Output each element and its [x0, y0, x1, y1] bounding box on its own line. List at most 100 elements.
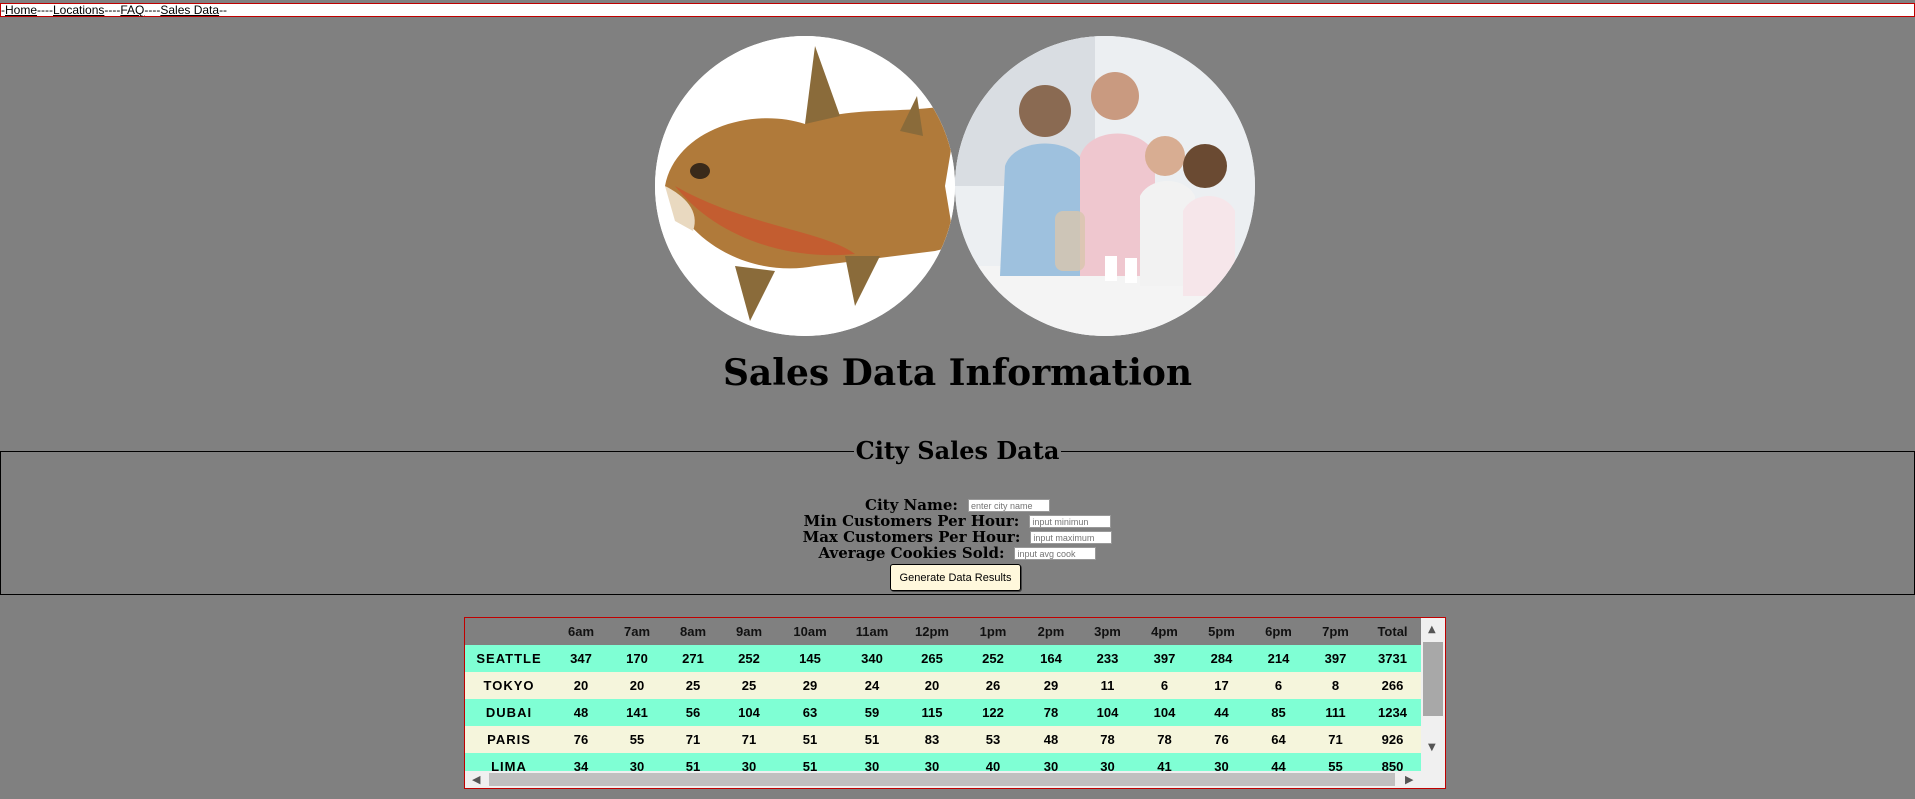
avg-cookies-input[interactable]: [1014, 547, 1097, 560]
table-header-cell: 10am: [793, 624, 827, 639]
table-cell: 55: [609, 726, 665, 753]
table-cell: 51: [777, 726, 843, 753]
scroll-down-icon[interactable]: ▼: [1428, 742, 1436, 753]
form-legend-text: City Sales Data: [853, 436, 1062, 465]
city-name-row: City Name:: [1, 497, 1914, 513]
table-cell: 71: [1307, 726, 1364, 753]
table-cell: 83: [901, 726, 963, 753]
table-row: TOKYO 20 20 25 25 29 24 20 26 29 11 6 17…: [465, 672, 1421, 699]
table-cell: 59: [843, 699, 901, 726]
nav-separator: ----: [144, 3, 161, 17]
nav-separator: --: [219, 3, 228, 17]
max-customers-label: Max Customers Per Hour:: [802, 528, 1021, 546]
sales-table: 6am 7am 8am 9am 10am 11am 12pm 1pm 2pm 3…: [465, 618, 1421, 780]
min-customers-input[interactable]: [1029, 515, 1112, 528]
table-cell-total: 266: [1364, 672, 1421, 699]
table-cell: 76: [1193, 726, 1250, 753]
table-cell: 6: [1136, 672, 1193, 699]
table-cell: 71: [721, 726, 777, 753]
table-cell: 122: [963, 699, 1023, 726]
table-cell-total: 3731: [1364, 645, 1421, 672]
city-name-label: City Name:: [865, 496, 958, 514]
vertical-scroll-thumb[interactable]: [1423, 642, 1443, 716]
table-header-cell: [465, 618, 553, 645]
nav-locations-link[interactable]: Locations: [53, 3, 105, 17]
table-cell: 64: [1250, 726, 1307, 753]
table-cell: 104: [721, 699, 777, 726]
table-cell: 48: [1023, 726, 1079, 753]
table-cell: 78: [1023, 699, 1079, 726]
top-nav: -Home----Locations----FAQ----Sales Data-…: [0, 3, 1915, 17]
nav-sales-data-link[interactable]: Sales Data: [160, 3, 220, 17]
table-cell: 145: [777, 645, 843, 672]
table-cell-total: 1234: [1364, 699, 1421, 726]
table-cell: 170: [609, 645, 665, 672]
table-header-cell: 6pm: [1265, 624, 1292, 639]
table-header-cell: 2pm: [1037, 624, 1065, 639]
table-cell: 8: [1307, 672, 1364, 699]
table-cell: 397: [1136, 645, 1193, 672]
sales-table-container[interactable]: 6am 7am 8am 9am 10am 11am 12pm 1pm 2pm 3…: [464, 617, 1446, 789]
scroll-left-icon[interactable]: ◀: [472, 773, 481, 786]
table-cell-city: PARIS: [465, 726, 553, 753]
nav-faq-link[interactable]: FAQ: [120, 3, 145, 17]
table-row: DUBAI 48 141 56 104 63 59 115 122 78 104…: [465, 699, 1421, 726]
table-cell: 29: [777, 672, 843, 699]
table-cell: 24: [843, 672, 901, 699]
table-cell: 252: [721, 645, 777, 672]
table-header-cell: 9am: [735, 624, 763, 639]
table-cell: 20: [901, 672, 963, 699]
city-name-input[interactable]: [967, 499, 1050, 512]
table-header-cell: 7am: [623, 624, 651, 639]
table-cell: 164: [1023, 645, 1079, 672]
table-header-cell: 6am: [567, 624, 595, 639]
vertical-scrollbar[interactable]: ▲ ▼: [1421, 618, 1445, 771]
table-cell: 284: [1193, 645, 1250, 672]
table-cell: 141: [609, 699, 665, 726]
generate-data-results-button[interactable]: Generate Data Results: [890, 564, 1021, 591]
table-cell: 63: [777, 699, 843, 726]
family-photo-image: [955, 36, 1255, 336]
scroll-up-icon[interactable]: ▲: [1428, 624, 1436, 635]
horizontal-scrollbar[interactable]: ◀ ▶: [465, 771, 1421, 788]
table-header-cell: 7pm: [1322, 624, 1349, 639]
table-cell: 397: [1307, 645, 1364, 672]
city-sales-form: City Sales Data City Name: Min Customers…: [0, 436, 1915, 595]
max-customers-input[interactable]: [1030, 531, 1113, 544]
table-header-cell: 8am: [679, 624, 707, 639]
table-cell: 233: [1079, 645, 1136, 672]
table-cell: 17: [1193, 672, 1250, 699]
table-header-cell: 5pm: [1208, 624, 1235, 639]
table-cell: 53: [963, 726, 1023, 753]
min-customers-row: Min Customers Per Hour:: [1, 513, 1914, 529]
nav-separator: ----: [37, 3, 53, 17]
min-customers-label: Min Customers Per Hour:: [803, 512, 1020, 530]
table-cell: 104: [1079, 699, 1136, 726]
table-cell: 104: [1136, 699, 1193, 726]
table-cell: 347: [553, 645, 609, 672]
nav-home-link[interactable]: Home: [5, 3, 38, 17]
table-header-cell: 12pm: [915, 624, 949, 639]
table-cell: 78: [1079, 726, 1136, 753]
table-cell-city: TOKYO: [465, 672, 553, 699]
table-cell: 115: [901, 699, 963, 726]
nav-separator: -: [1, 3, 5, 17]
horizontal-scroll-thumb[interactable]: [489, 773, 1395, 786]
table-cell-total: 926: [1364, 726, 1421, 753]
page-title: Sales Data Information: [722, 352, 1193, 394]
table-cell: 51: [843, 726, 901, 753]
table-cell: 78: [1136, 726, 1193, 753]
table-cell: 25: [721, 672, 777, 699]
table-row: SEATTLE 347 170 271 252 145 340 265 252 …: [465, 645, 1421, 672]
salmon-image: [655, 36, 955, 336]
scroll-right-icon[interactable]: ▶: [1405, 773, 1414, 786]
table-cell: 44: [1193, 699, 1250, 726]
table-cell: 6: [1250, 672, 1307, 699]
table-cell: 20: [609, 672, 665, 699]
table-cell: 29: [1023, 672, 1079, 699]
table-header-row: 6am 7am 8am 9am 10am 11am 12pm 1pm 2pm 3…: [465, 618, 1421, 645]
table-cell: 265: [901, 645, 963, 672]
table-header-cell: 11am: [855, 624, 889, 639]
nav-separator: ----: [104, 3, 121, 17]
table-cell: 271: [665, 645, 721, 672]
